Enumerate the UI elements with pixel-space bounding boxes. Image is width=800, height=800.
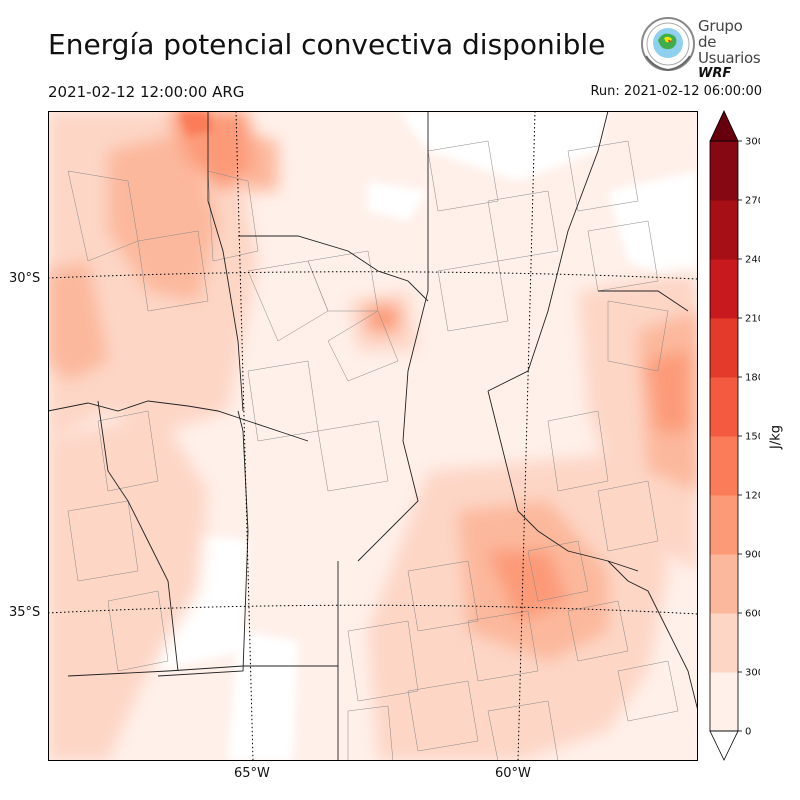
- colorbar-segments: [709, 110, 739, 761]
- colorbar-tick-label: 2400: [745, 255, 760, 266]
- colorbar-segment: [710, 613, 738, 673]
- colorbar: 0 300 600 900 1200 1500 1800 2100 2400 2700 3000: [709, 110, 760, 761]
- lat-label-35s: 35°S: [9, 605, 41, 620]
- logo-line-3: WRF: [698, 66, 732, 81]
- graticule: [48, 111, 698, 761]
- colorbar-tick-label: 900: [745, 550, 760, 561]
- colorbar-segment: [710, 377, 738, 437]
- colorbar-segment: [710, 554, 738, 614]
- run-time: Run: 2021-02-12 06:00:00: [590, 84, 762, 99]
- meridian-60w: [517, 111, 536, 761]
- cape-map: [48, 111, 698, 761]
- colorbar-segment: [710, 318, 738, 378]
- province-borders: [48, 111, 698, 761]
- colorbar-segment: [710, 672, 738, 732]
- map-frame: [48, 111, 698, 761]
- colorbar-tick-label: 1500: [745, 432, 760, 443]
- meridian-65w: [235, 111, 254, 761]
- globe-seal-icon: [641, 17, 695, 72]
- colorbar-tick-label: 1800: [745, 373, 760, 384]
- colorbar-segment: [710, 141, 738, 201]
- lon-label-65w: 65°W: [234, 766, 270, 781]
- colorbar-segment: [710, 259, 738, 319]
- colorbar-tick-label: 3000: [745, 137, 760, 148]
- lon-label-60w: 60°W: [495, 766, 531, 781]
- colorbar-segment: [710, 436, 738, 496]
- colorbar-extend-max: [709, 110, 739, 142]
- county-borders: [67, 140, 679, 761]
- colorbar-tick-label: 300: [745, 668, 760, 679]
- colorbar-segment: [710, 200, 738, 260]
- colorbar-tick-label: 600: [745, 609, 760, 620]
- colorbar-segment: [710, 495, 738, 555]
- cape-contours: [48, 111, 698, 761]
- valid-time: 2021-02-12 12:00:00 ARG: [48, 83, 245, 101]
- colorbar-unit: J/kg: [768, 425, 784, 449]
- colorbar-tick-label: 1200: [745, 491, 760, 502]
- parallel-35s: [48, 604, 698, 615]
- colorbar-tick-label: 2100: [745, 314, 760, 325]
- colorbar-extend-min: [709, 730, 739, 761]
- colorbar-ticks: 0 300 600 900 1200 1500 1800 2100 2400 2700 3000: [738, 137, 760, 738]
- logo-line-1: Grupo de: [698, 17, 743, 51]
- grupo-usuarios-wrf-logo: Grupo de Usuarios WRF: [640, 16, 761, 81]
- map-title: Energía potencial convectiva disponible: [48, 28, 606, 61]
- logo-line-2: Usuarios: [698, 49, 761, 67]
- colorbar-tick-label: 0: [745, 727, 751, 738]
- parallel-30s: [48, 271, 698, 280]
- lat-label-30s: 30°S: [9, 271, 41, 286]
- colorbar-tick-label: 2700: [745, 196, 760, 207]
